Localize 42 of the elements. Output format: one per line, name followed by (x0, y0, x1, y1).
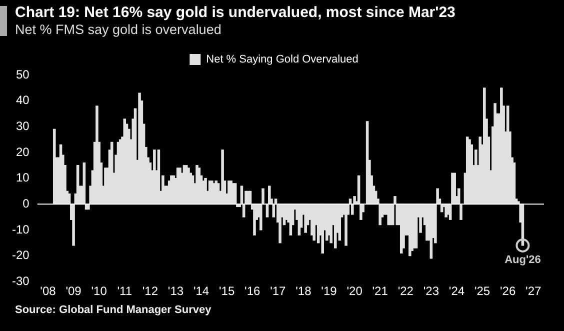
y-tick-label: 10 (16, 170, 30, 185)
y-tick-label: 40 (16, 93, 30, 108)
x-tick-label: '20 (346, 284, 363, 298)
x-tick-label: '16 (244, 284, 260, 298)
x-tick-label: '09 (66, 284, 82, 298)
x-tick-label: '22 (398, 284, 414, 298)
source-note: Source: Global Fund Manager Survey (15, 304, 212, 316)
bar (138, 92, 141, 204)
chart-title: Chart 19: Net 16% say gold is undervalued, most since Mar'23 (15, 4, 456, 21)
legend-label: Net % Saying Gold Overvalued (206, 54, 358, 66)
bar (344, 204, 348, 246)
x-tick-label: '11 (117, 284, 132, 298)
y-tick-label: 20 (16, 144, 30, 159)
bar (312, 204, 316, 241)
y-tick-label: -30 (12, 274, 30, 288)
x-tick-label: '13 (168, 284, 184, 298)
x-tick-label: '15 (218, 284, 235, 298)
y-tick-label: -10 (12, 222, 30, 236)
y-tick-label: 0 (22, 196, 30, 210)
x-tick-label: '10 (91, 284, 108, 298)
x-tick-label: '23 (423, 284, 440, 298)
bar (198, 168, 201, 204)
chart-subtitle: Net % FMS say gold is overvalued (15, 22, 222, 37)
x-tick-label: '14 (193, 284, 210, 298)
x-tick-label: '24 (448, 284, 465, 298)
x-tick-label: '17 (270, 284, 286, 298)
y-tick-label: 30 (16, 118, 30, 133)
x-tick-label: '26 (500, 284, 516, 298)
bar (204, 178, 207, 204)
x-tick-label: '21 (372, 284, 388, 298)
annotation: Aug'26 (504, 254, 541, 266)
y-tick-label: -20 (12, 248, 30, 262)
x-tick-label: '18 (296, 284, 312, 298)
bar (304, 204, 307, 233)
x-tick-label: '08 (40, 284, 56, 298)
x-tick-label: '25 (474, 284, 490, 298)
x-tick-label: '19 (321, 284, 338, 298)
x-tick-label: '27 (526, 284, 542, 298)
x-tick-label: '12 (142, 284, 158, 298)
bar (221, 150, 224, 204)
y-tick-label: 50 (16, 67, 30, 82)
bar (278, 204, 282, 244)
